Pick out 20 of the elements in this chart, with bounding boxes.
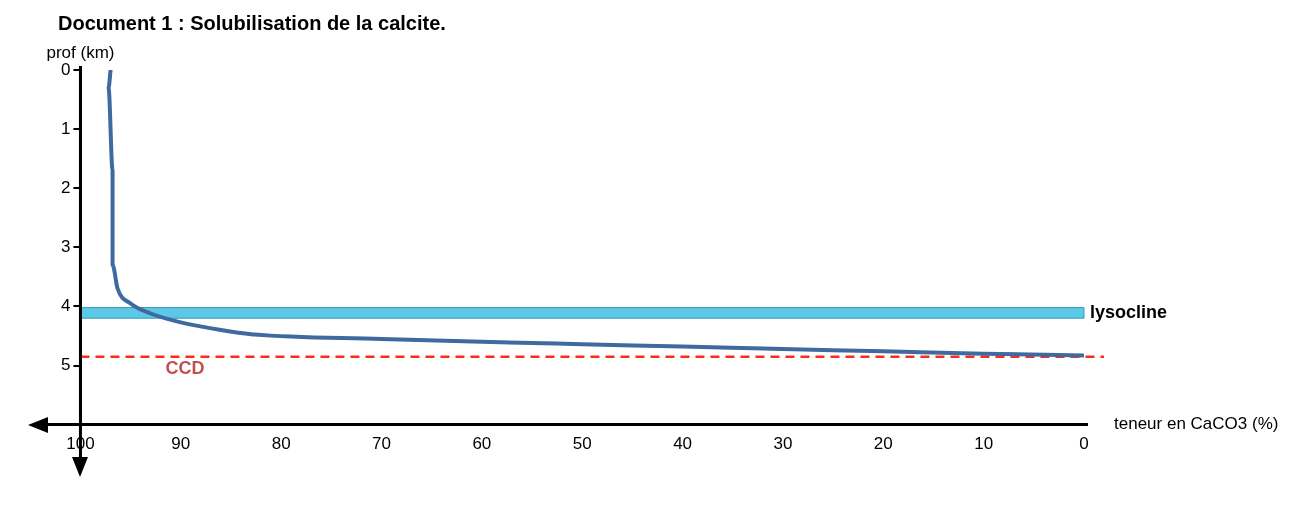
x-tick-label: 50 xyxy=(572,434,592,454)
chart-title: Document 1 : Solubilisation de la calcite. xyxy=(58,11,446,34)
x-tick-label: 90 xyxy=(171,434,191,454)
y-tick-label: 1 xyxy=(60,118,71,138)
x-axis-title: teneur en CaCO3 (%) xyxy=(1114,414,1279,434)
x-tick-label: 80 xyxy=(271,434,291,454)
x-tick-label: 0 xyxy=(1079,434,1089,454)
ref-line-label: CCD xyxy=(165,357,205,378)
x-tick-label: 70 xyxy=(372,434,391,454)
x-tick-label: 30 xyxy=(773,434,793,454)
x-tick-label: 20 xyxy=(873,434,893,454)
x-tick-label: 10 xyxy=(974,434,994,454)
y-tick-label: 2 xyxy=(60,177,71,197)
line-series xyxy=(106,70,1084,358)
x-tick-label: 40 xyxy=(673,434,693,454)
band-label: lysocline xyxy=(1090,301,1168,322)
y-tick-label: 3 xyxy=(60,236,71,256)
y-tick-label: 5 xyxy=(60,355,71,375)
x-tick-label: 60 xyxy=(472,434,492,454)
y-tick-label: 4 xyxy=(60,296,71,316)
